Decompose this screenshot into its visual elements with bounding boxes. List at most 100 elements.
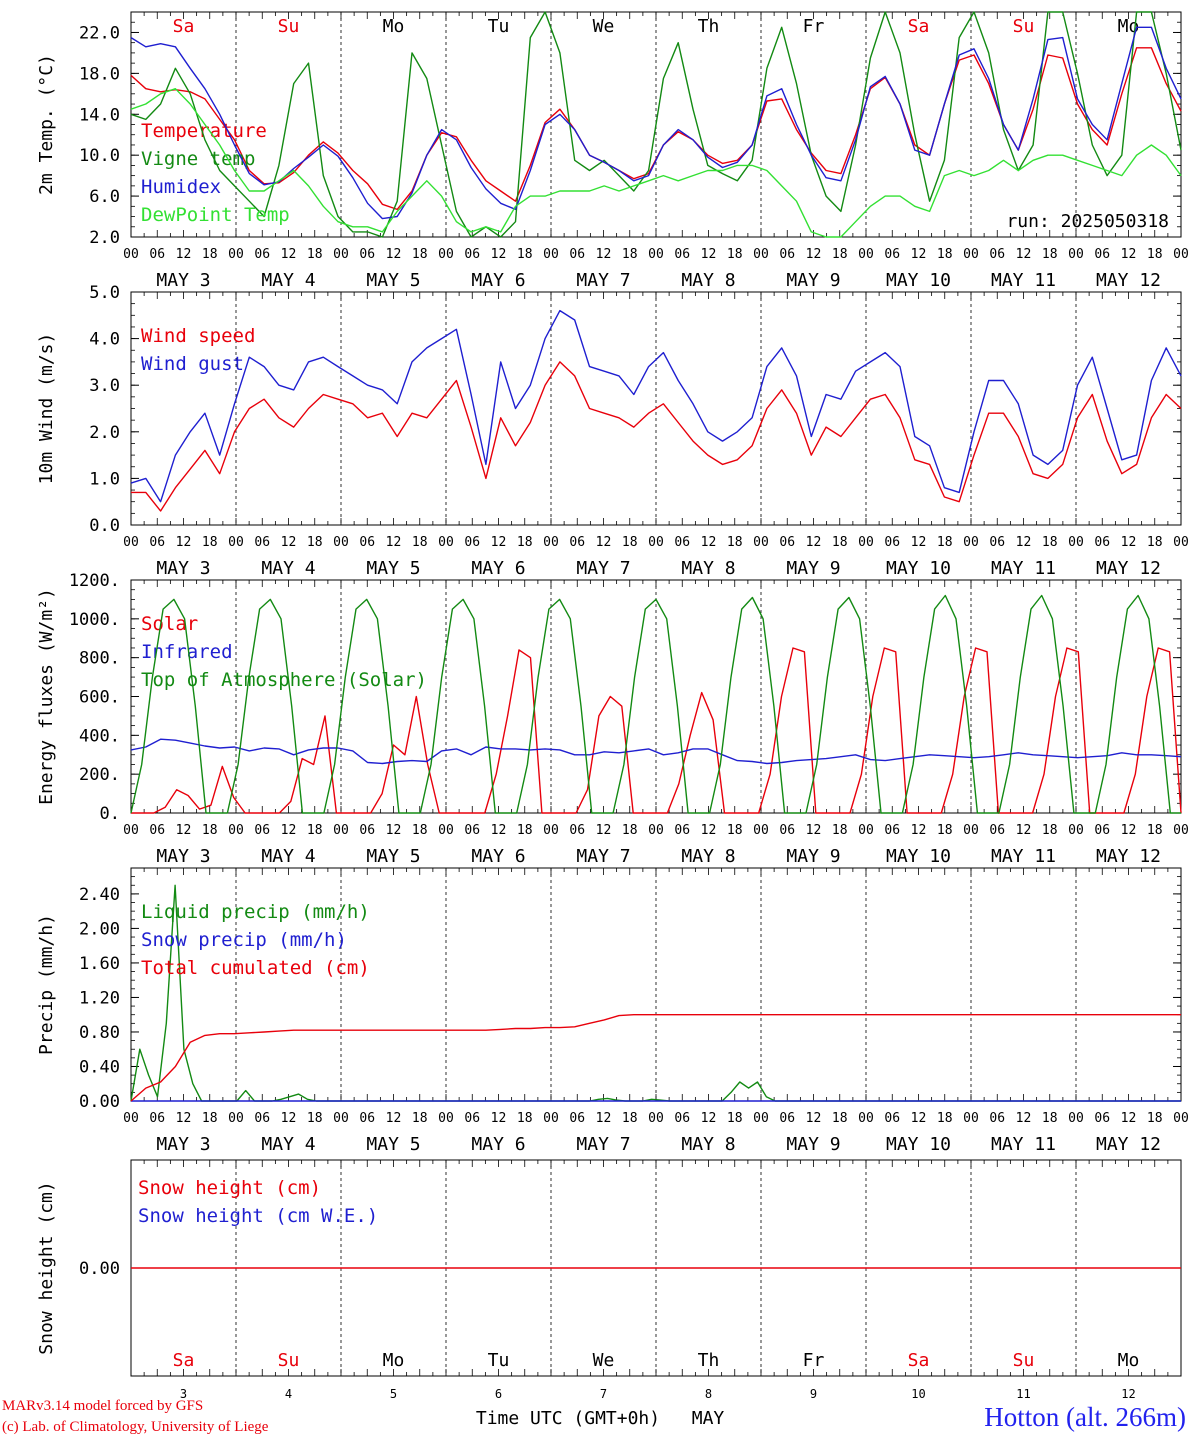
hour-tick-label: 06 xyxy=(779,535,795,550)
y-tick-label: 0.40 xyxy=(79,1057,120,1077)
hour-tick-label: 00 xyxy=(753,535,769,550)
date-label: MAY 11 xyxy=(991,270,1056,291)
run-label: run: 2025050318 xyxy=(1006,211,1169,232)
hour-tick-label: 18 xyxy=(727,247,743,262)
hour-tick-label: 06 xyxy=(989,1111,1005,1126)
date-label: MAY 3 xyxy=(156,1134,210,1155)
hour-tick-label: 00 xyxy=(858,823,874,838)
hour-tick-label: 12 xyxy=(281,535,297,550)
hour-tick-label: 00 xyxy=(858,1111,874,1126)
date-label: MAY 7 xyxy=(576,1134,630,1155)
hour-tick-label: 12 xyxy=(281,1111,297,1126)
hour-tick-label: 00 xyxy=(123,535,139,550)
weekday-label: Sa xyxy=(908,1350,930,1371)
date-label: MAY 12 xyxy=(1096,270,1161,291)
y-tick-label: 2.0 xyxy=(89,228,120,248)
day-number-label: 8 xyxy=(705,1387,712,1401)
hour-tick-label: 12 xyxy=(596,823,612,838)
y-tick-label: 200. xyxy=(79,765,120,785)
hour-tick-label: 06 xyxy=(464,535,480,550)
weekday-label: Fr xyxy=(803,16,825,37)
date-label: MAY 8 xyxy=(681,270,735,291)
y-axis-label: Precip (mm/h) xyxy=(36,914,57,1055)
hour-tick-label: 18 xyxy=(937,535,953,550)
weekday-label: Sa xyxy=(908,16,930,37)
y-tick-label: 0.00 xyxy=(79,1259,120,1279)
hour-tick-label: 12 xyxy=(1121,1111,1137,1126)
date-label: MAY 8 xyxy=(681,846,735,867)
hour-tick-label: 18 xyxy=(202,1111,218,1126)
weekday-label: Th xyxy=(698,16,720,37)
hour-tick-label: 00 xyxy=(123,247,139,262)
hour-tick-label: 06 xyxy=(359,535,375,550)
hour-tick-label: 00 xyxy=(333,247,349,262)
hour-tick-label: 06 xyxy=(1094,247,1110,262)
station-name: Hotton (alt. 266m) xyxy=(984,1402,1186,1432)
hour-tick-label: 18 xyxy=(412,247,428,262)
hour-tick-label: 06 xyxy=(779,247,795,262)
hour-tick-label: 12 xyxy=(806,535,822,550)
date-label: MAY 5 xyxy=(366,270,420,291)
hour-tick-label: 18 xyxy=(1147,247,1163,262)
hour-tick-label: 18 xyxy=(202,823,218,838)
hour-tick-label: 12 xyxy=(911,535,927,550)
series-line-temperature-3 xyxy=(130,87,1182,238)
date-label: MAY 10 xyxy=(886,1134,951,1155)
y-tick-label: 1000. xyxy=(69,610,120,630)
hour-tick-label: 00 xyxy=(228,823,244,838)
date-label: MAY 8 xyxy=(681,558,735,579)
hour-tick-label: 06 xyxy=(884,535,900,550)
legend-entry: DewPoint Temp xyxy=(141,204,290,226)
hour-tick-label: 06 xyxy=(359,247,375,262)
hour-tick-label: 06 xyxy=(254,247,270,262)
hour-tick-label: 12 xyxy=(911,247,927,262)
date-label: MAY 10 xyxy=(886,846,951,867)
hour-tick-label: 18 xyxy=(832,1111,848,1126)
hour-tick-label: 00 xyxy=(753,247,769,262)
date-label: MAY 4 xyxy=(261,558,315,579)
y-tick-label: 2.0 xyxy=(89,423,120,443)
hour-tick-label: 00 xyxy=(543,535,559,550)
hour-tick-label: 00 xyxy=(438,247,454,262)
hour-tick-label: 12 xyxy=(491,535,507,550)
hour-tick-label: 18 xyxy=(412,535,428,550)
hour-tick-label: 00 xyxy=(1068,823,1084,838)
hour-tick-label: 12 xyxy=(701,823,717,838)
y-tick-label: 5.0 xyxy=(89,283,120,303)
hour-tick-label: 18 xyxy=(517,823,533,838)
hour-tick-label: 00 xyxy=(963,823,979,838)
legend-entry: Total cumulated (cm) xyxy=(141,957,370,979)
y-axis-label: Energy fluxes (W/m²) xyxy=(36,588,57,805)
hour-tick-label: 06 xyxy=(569,535,585,550)
date-label: MAY 4 xyxy=(261,1134,315,1155)
hour-tick-label: 18 xyxy=(727,1111,743,1126)
hour-tick-label: 00 xyxy=(753,1111,769,1126)
hour-tick-label: 00 xyxy=(1173,823,1189,838)
hour-tick-label: 18 xyxy=(832,535,848,550)
panel-energy: 0. 200. 400. 600. 800. 1000. 1200. Energy fluxe… xyxy=(36,571,1189,867)
date-label: MAY 11 xyxy=(991,1134,1056,1155)
hour-tick-label: 00 xyxy=(1068,535,1084,550)
date-label: MAY 3 xyxy=(156,846,210,867)
hour-tick-label: 00 xyxy=(543,823,559,838)
hour-tick-label: 18 xyxy=(202,247,218,262)
hour-tick-label: 00 xyxy=(648,1111,664,1126)
hour-tick-label: 18 xyxy=(412,1111,428,1126)
hour-tick-label: 12 xyxy=(386,247,402,262)
hour-tick-label: 12 xyxy=(701,247,717,262)
day-number-label: 10 xyxy=(911,1387,925,1401)
hour-tick-label: 12 xyxy=(1016,823,1032,838)
day-number-label: 3 xyxy=(180,1387,187,1401)
hour-tick-label: 06 xyxy=(1094,1111,1110,1126)
panel-temperature: 2.0 6.0 10.0 14.0 18.0 22.0 2m Temp. (°C) Sa Su M… xyxy=(36,11,1189,291)
hour-tick-label: 06 xyxy=(359,823,375,838)
hour-tick-label: 18 xyxy=(517,535,533,550)
date-label: MAY 5 xyxy=(366,846,420,867)
weekday-label: We xyxy=(593,1350,615,1371)
hour-tick-label: 06 xyxy=(674,823,690,838)
date-label: MAY 12 xyxy=(1096,1134,1161,1155)
hour-tick-label: 00 xyxy=(228,1111,244,1126)
hour-tick-label: 00 xyxy=(333,535,349,550)
y-tick-label: 1.20 xyxy=(79,988,120,1008)
hour-tick-label: 00 xyxy=(1068,247,1084,262)
